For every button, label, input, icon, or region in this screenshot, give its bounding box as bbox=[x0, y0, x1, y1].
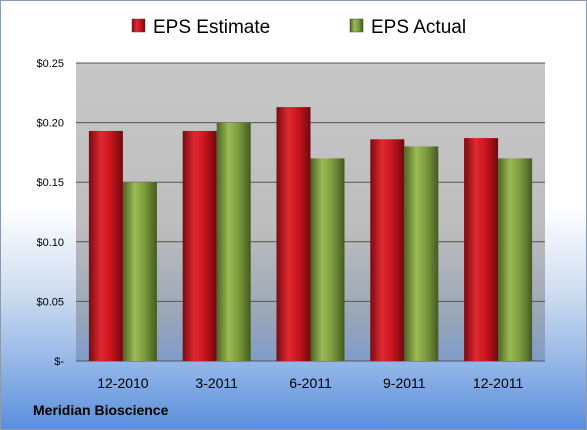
y-tick-label: $0.05 bbox=[36, 296, 64, 308]
bar-eps-estimate bbox=[182, 130, 217, 361]
legend-label: EPS Estimate bbox=[153, 17, 270, 38]
legend-label: EPS Actual bbox=[371, 17, 466, 38]
x-category-label: 9-2011 bbox=[383, 375, 426, 391]
x-category-label: 6-2011 bbox=[289, 375, 332, 391]
bar-eps-estimate bbox=[88, 130, 123, 361]
bar-eps-actual bbox=[404, 146, 439, 361]
bar-eps-estimate bbox=[464, 138, 499, 361]
y-tick-label: $0.15 bbox=[36, 177, 64, 189]
bar-eps-actual bbox=[310, 158, 345, 361]
x-category-label: 3-2011 bbox=[195, 375, 238, 391]
bar-eps-actual bbox=[498, 158, 533, 361]
x-category-label: 12-2010 bbox=[97, 375, 149, 391]
y-tick-label: $0.10 bbox=[36, 237, 64, 249]
bar-eps-estimate bbox=[370, 139, 405, 361]
y-tick-label: $- bbox=[54, 356, 64, 368]
bar-eps-estimate bbox=[276, 107, 311, 361]
y-tick-label: $0.25 bbox=[36, 58, 64, 70]
legend-swatch bbox=[349, 18, 364, 33]
bar-eps-actual bbox=[216, 122, 251, 361]
bar-eps-actual bbox=[122, 182, 157, 361]
x-category-label: 12-2011 bbox=[473, 375, 524, 391]
company-name: Meridian Bioscience bbox=[33, 402, 169, 418]
y-tick-label: $0.20 bbox=[36, 118, 64, 130]
legend-swatch bbox=[131, 18, 146, 33]
